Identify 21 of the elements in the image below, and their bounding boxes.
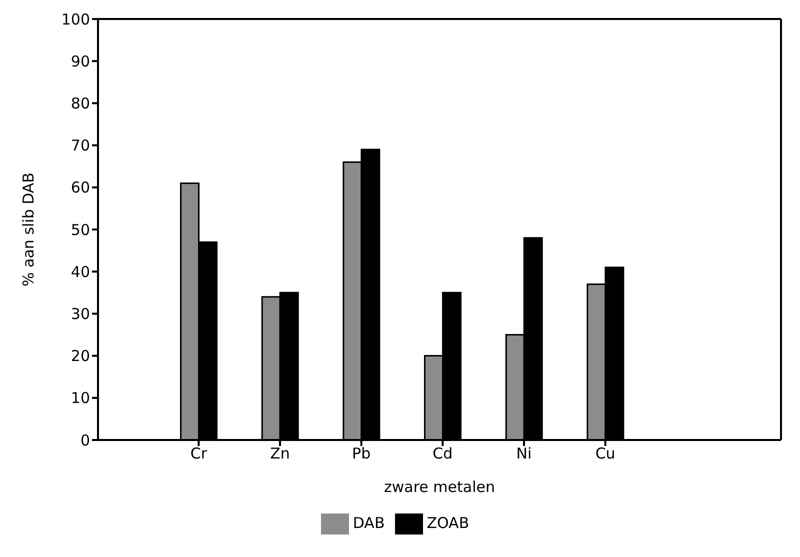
legend-label: ZOAB <box>426 514 470 532</box>
x-axis-title: zware metalen <box>384 478 495 496</box>
x-tick-label: Cr <box>190 444 208 463</box>
y-tick-label: 70 <box>70 136 90 155</box>
x-tick-label: Cd <box>432 444 453 463</box>
y-tick-label: 80 <box>70 94 90 113</box>
legend-label: DAB <box>352 514 385 532</box>
y-tick-label: 40 <box>70 262 90 281</box>
y-tick-label: 60 <box>70 178 90 197</box>
y-tick-label: 90 <box>70 52 90 70</box>
y-tick-label: 20 <box>70 347 90 366</box>
x-tick-label: Pb <box>352 444 371 463</box>
x-tick-label: Zn <box>270 444 290 463</box>
y-tick-label: 100 <box>61 10 90 28</box>
y-tick-label: 10 <box>70 389 90 408</box>
y-tick-label: 30 <box>70 305 90 324</box>
x-tick-label: Ni <box>516 444 532 463</box>
y-axis-title: % aan slib DAB <box>19 172 38 286</box>
y-tick-label: 50 <box>70 220 90 239</box>
x-tick-label: Cu <box>595 444 616 463</box>
y-tick-label: 0 <box>80 431 90 450</box>
